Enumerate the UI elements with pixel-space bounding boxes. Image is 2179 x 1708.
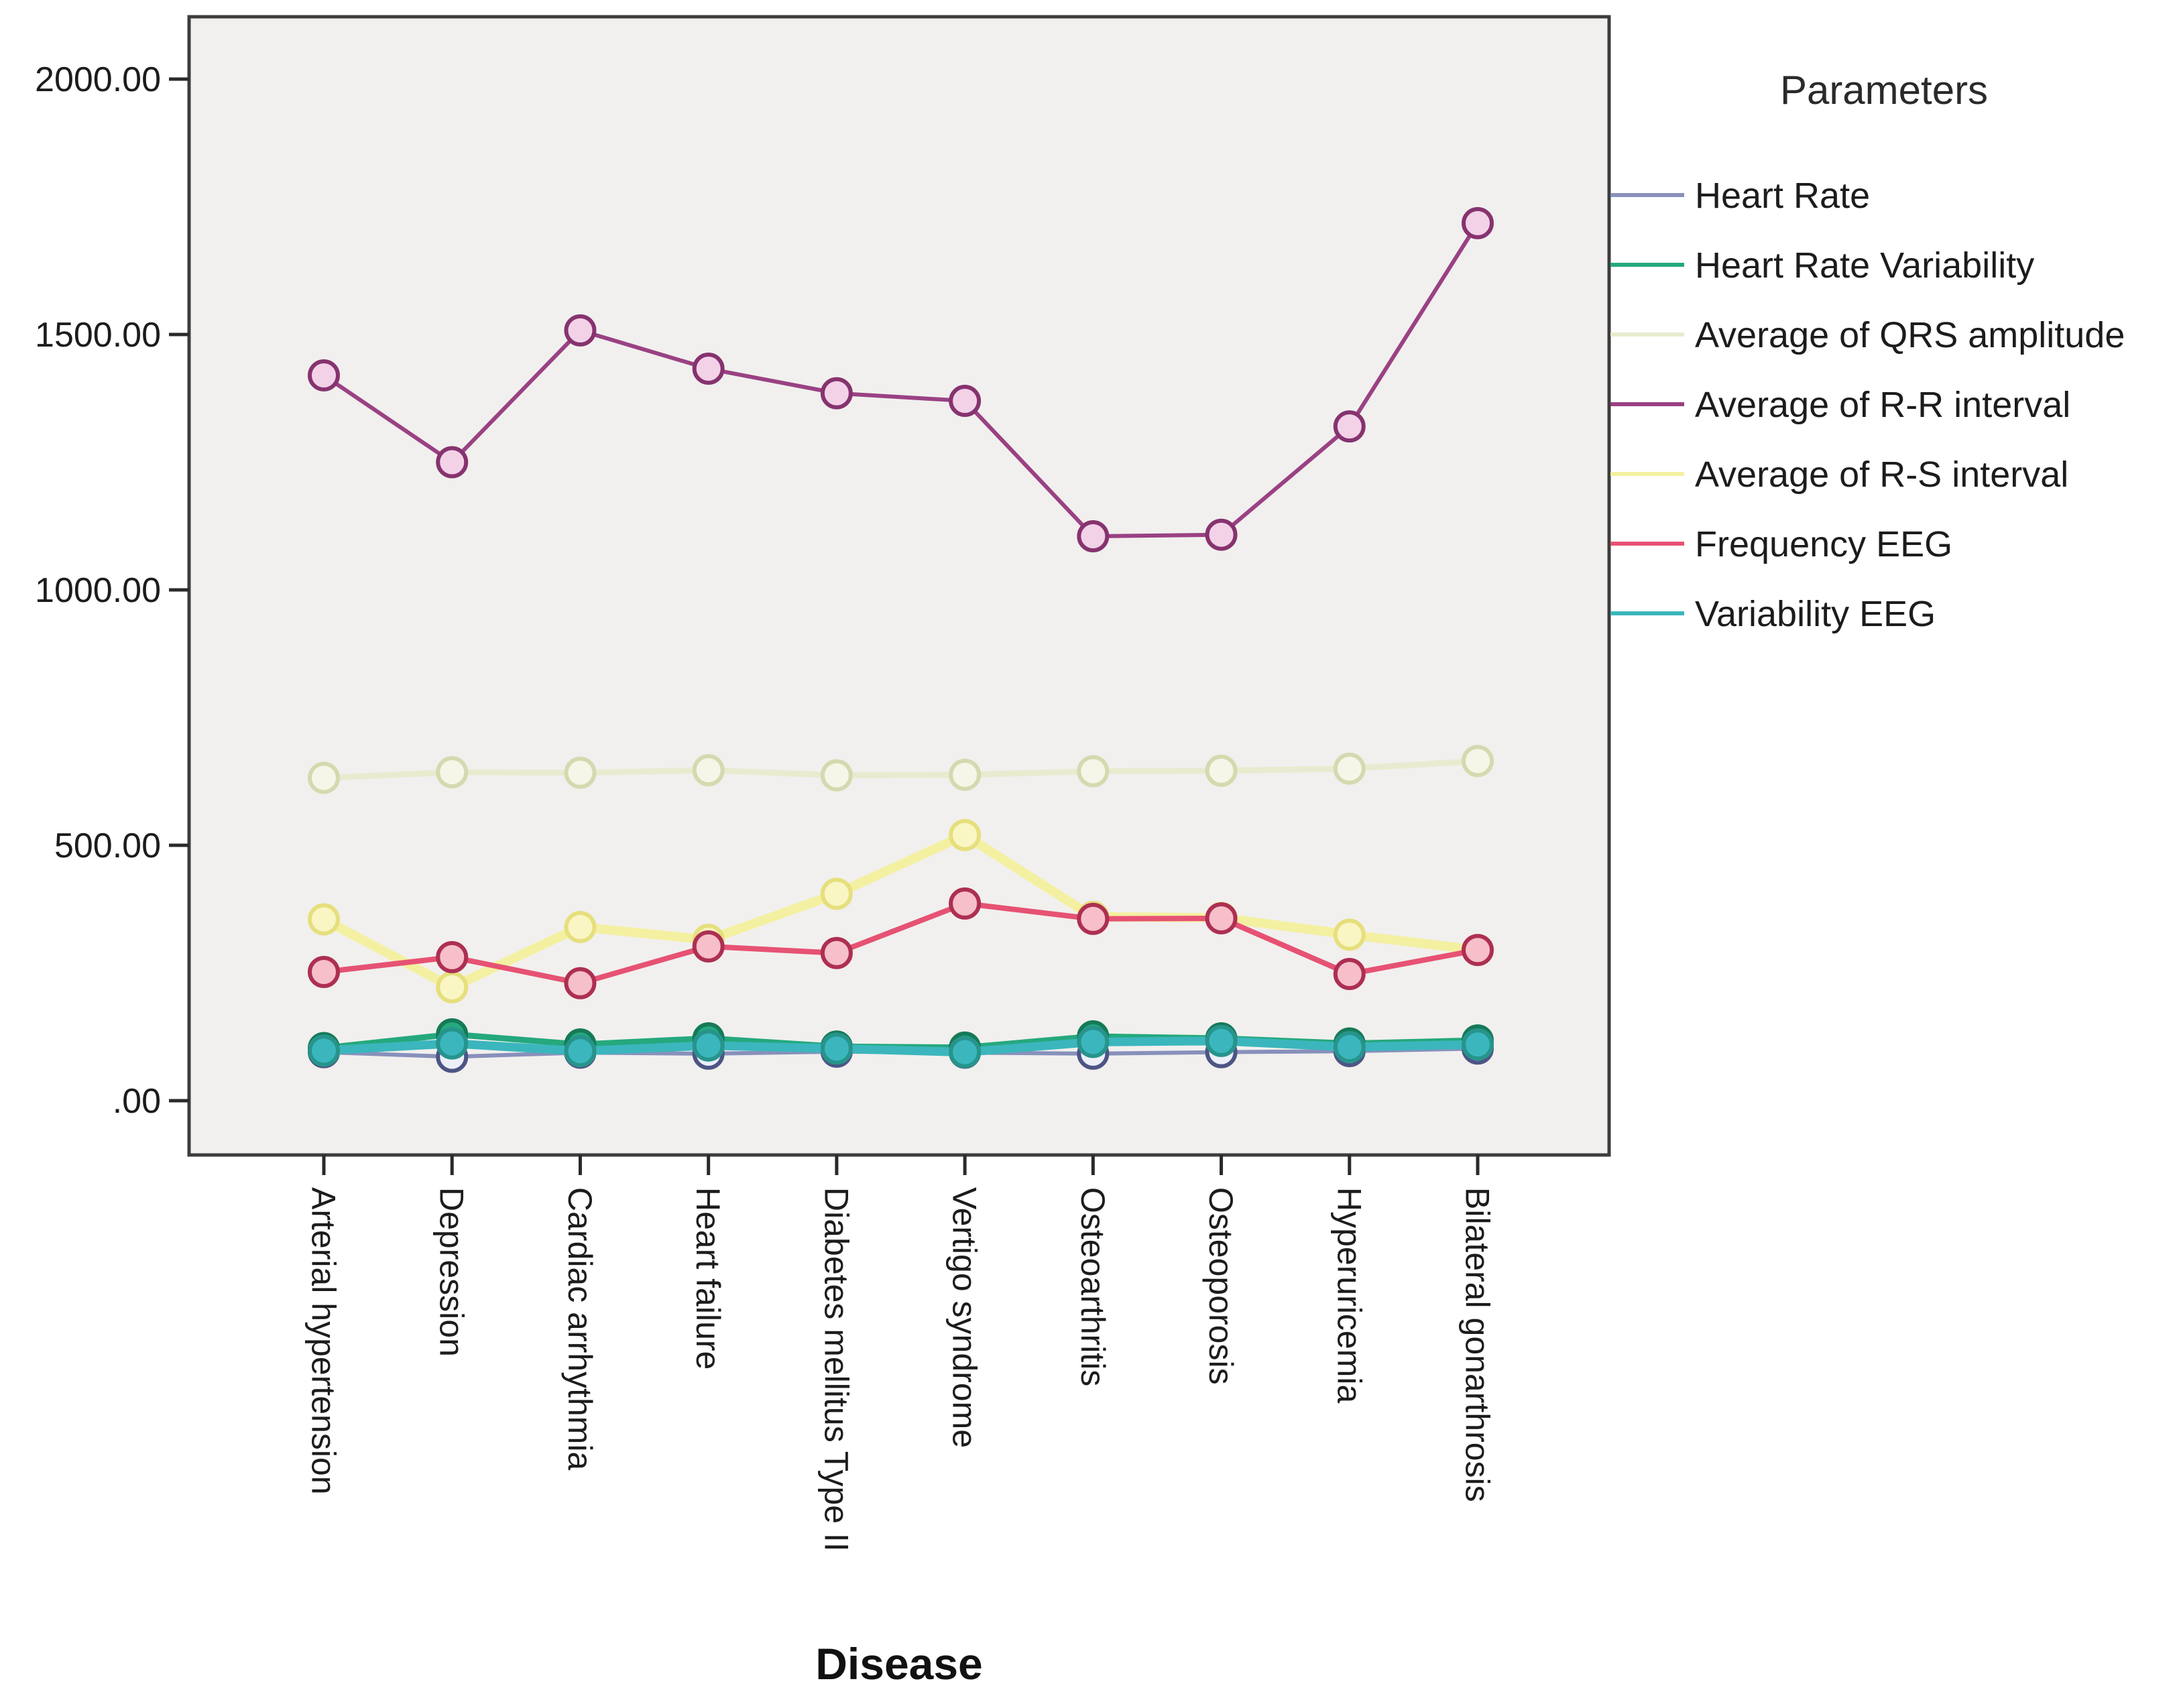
series-marker — [949, 758, 982, 791]
series-marker — [1077, 1026, 1110, 1058]
legend-item-label: Average of R-S interval — [1695, 454, 2068, 495]
series-marker — [1205, 518, 1238, 551]
series-marker — [564, 314, 597, 347]
series-marker — [564, 910, 597, 943]
series-marker — [436, 446, 469, 479]
series-marker — [1205, 902, 1238, 934]
legend-item-label: Variability EEG — [1695, 594, 1936, 634]
plot-area — [187, 15, 1611, 1157]
x-tick-label: Bilateral gonarthrosis — [1458, 1187, 1496, 1502]
series-marker — [949, 818, 982, 851]
series-marker — [949, 887, 982, 920]
series-marker — [1333, 958, 1366, 991]
legend-item-label: Average of R-R interval — [1695, 385, 2070, 425]
series-marker — [820, 759, 853, 792]
series-line-4 — [322, 221, 1480, 538]
series-marker — [1461, 206, 1494, 239]
series-line-5 — [319, 830, 1482, 992]
series-marker — [436, 756, 469, 789]
series-marker — [820, 377, 853, 410]
series-marker — [692, 353, 725, 385]
legend-title: Parameters — [1780, 68, 1988, 113]
y-tick-label: 1000.00 — [35, 571, 161, 610]
series-marker — [820, 1032, 853, 1065]
legend-item-label: Frequency EEG — [1695, 524, 1952, 564]
legend-item-label: Heart Rate — [1695, 176, 1870, 216]
series-marker — [308, 955, 340, 988]
series-marker — [949, 385, 982, 418]
x-tick-label: Heart failure — [689, 1187, 727, 1369]
x-tick-label: Osteoarthritis — [1074, 1187, 1112, 1386]
series-marker — [1461, 934, 1494, 967]
series-marker — [820, 877, 853, 910]
series-marker — [436, 940, 469, 973]
series-marker — [1205, 754, 1238, 787]
series-marker — [692, 753, 725, 786]
series-marker — [692, 930, 725, 963]
series-marker — [564, 756, 597, 789]
x-tick-label: Arterial hypertension — [305, 1187, 343, 1495]
legend-item-label: Average of QRS amplitude — [1695, 315, 2125, 355]
series-line-3 — [320, 757, 1481, 781]
series-line-6 — [321, 900, 1480, 986]
series-marker — [564, 967, 597, 999]
series-marker — [308, 1034, 340, 1067]
legend-item-label: Heart Rate Variability — [1695, 245, 2034, 286]
series-marker — [308, 359, 340, 391]
y-tick-label: 500.00 — [54, 827, 161, 865]
series-marker — [1077, 755, 1110, 788]
series-marker — [1461, 745, 1494, 778]
series-marker — [436, 1027, 469, 1060]
series-marker — [820, 936, 853, 969]
x-tick-label: Hyperuricemia — [1330, 1187, 1368, 1404]
series-marker — [1333, 752, 1366, 785]
series-marker — [1077, 902, 1110, 935]
series-line-7 — [319, 1036, 1482, 1057]
x-tick-label: Cardiac arrhythmia — [561, 1187, 599, 1471]
y-tick-label: 1500.00 — [35, 316, 161, 355]
series-marker — [1077, 520, 1110, 552]
series-marker — [1333, 918, 1366, 951]
x-axis-title: Disease — [815, 1639, 983, 1689]
series-marker — [1333, 410, 1366, 443]
series-marker — [308, 903, 340, 936]
x-tick-label: Osteoporosis — [1202, 1187, 1240, 1385]
y-tick-label: 2000.00 — [35, 60, 161, 99]
x-tick-label: Diabetes mellitus Type II — [817, 1187, 855, 1552]
series-marker — [1205, 1024, 1238, 1057]
series-marker — [308, 761, 340, 794]
series-marker — [1461, 1028, 1494, 1061]
series-marker — [692, 1029, 725, 1062]
series-marker — [949, 1036, 982, 1069]
series-marker — [564, 1035, 597, 1068]
series-marker — [436, 971, 469, 1003]
series-marker — [1333, 1030, 1366, 1063]
y-tick-label: .00 — [113, 1082, 161, 1121]
x-tick-label: Depression — [433, 1187, 471, 1357]
x-tick-label: Vertigo syndrome — [946, 1187, 984, 1448]
